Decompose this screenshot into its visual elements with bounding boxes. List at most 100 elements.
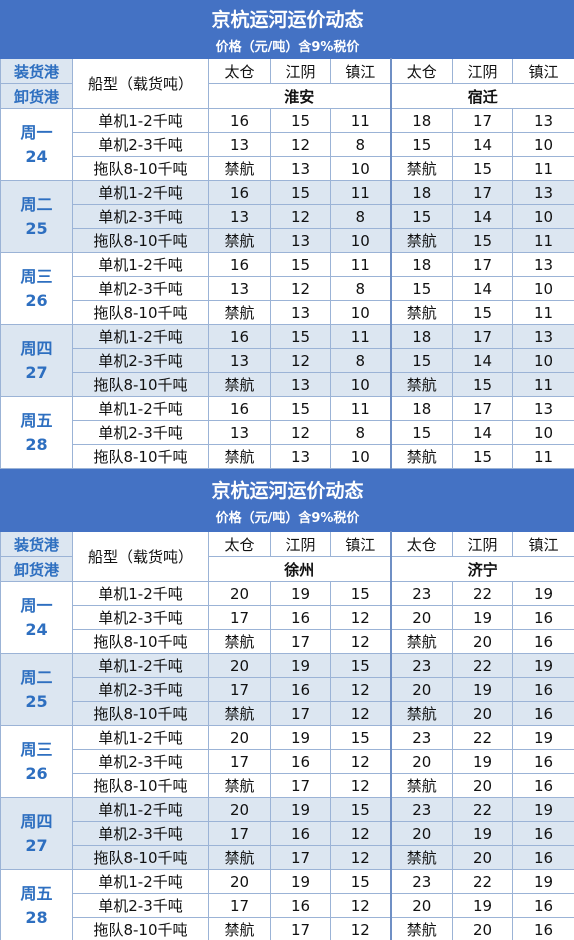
price: 12	[270, 132, 331, 157]
price: 18	[389, 252, 453, 277]
title-cell: 京杭运河运价动态 价格（元/吨）含9%税价	[0, 469, 574, 532]
data-row: 拖队8-10千吨 禁航 17 12 禁航 20 16	[1, 629, 574, 654]
price: 16	[208, 324, 271, 349]
data-row: 周四 27 单机1-2千吨 20 19 15 23 22 19	[0, 797, 574, 870]
day-name: 周一	[20, 122, 53, 142]
ship-type-label: 船型（载货吨）	[72, 58, 209, 109]
day-date: 27	[25, 835, 48, 855]
price: 17	[270, 917, 331, 940]
price: 19	[511, 653, 574, 678]
day-date: 27	[25, 362, 48, 382]
price: 12	[330, 773, 391, 798]
price: 16	[511, 605, 574, 630]
price: 19	[270, 725, 331, 750]
day-date: 25	[25, 218, 48, 238]
price: 12	[270, 348, 331, 373]
day-cell: 周五 28	[0, 869, 73, 940]
price: 禁航	[389, 444, 453, 469]
price: 禁航	[389, 300, 453, 325]
price: 12	[330, 677, 391, 702]
data-row: 单机2-3千吨 17 16 12 20 19 16	[1, 893, 574, 918]
data-row: 周三 26 单机1-2千吨 20 19 15 23 22 19	[0, 725, 574, 798]
header-row: 装货港 船型（载货吨） 太仓 江阴 镇江 太仓 江阴 镇江	[0, 58, 574, 109]
day-cell: 周五 28	[0, 396, 73, 469]
price: 禁航	[208, 228, 271, 253]
day-name: 周三	[20, 739, 53, 759]
price: 17	[208, 821, 271, 846]
price: 禁航	[389, 156, 453, 181]
ship-type: 拖队8-10千吨	[72, 701, 209, 726]
ship-type: 单机2-3千吨	[72, 204, 209, 229]
price: 8	[330, 276, 391, 301]
price: 禁航	[389, 773, 453, 798]
ship-type: 拖队8-10千吨	[72, 300, 209, 325]
price: 20	[389, 749, 453, 774]
price: 14	[452, 132, 513, 157]
data-row: 周四 27 单机1-2千吨 16 15 11 18 17 13	[0, 324, 574, 397]
ship-type: 单机2-3千吨	[72, 348, 209, 373]
price: 20	[389, 893, 453, 918]
price: 10	[330, 156, 391, 181]
price: 20	[208, 653, 271, 678]
data-row: 单机2-3千吨 13 12 8 15 14 10	[1, 132, 574, 157]
price: 20	[452, 773, 513, 798]
day-date: 26	[25, 763, 48, 783]
data-row: 单机2-3千吨 13 12 8 15 14 10	[1, 420, 574, 445]
price: 17	[452, 324, 513, 349]
price: 11	[330, 180, 391, 205]
price: 禁航	[208, 300, 271, 325]
ship-type: 拖队8-10千吨	[72, 372, 209, 397]
price: 14	[452, 420, 513, 445]
price-table: 京杭运河运价动态 价格（元/吨）含9%税价 装货港 船型（载货吨） 太仓 江阴 镇江 太仓 江阴…	[0, 469, 574, 940]
ship-type: 单机1-2千吨	[72, 797, 209, 822]
load-port: 太仓	[389, 58, 453, 84]
price: 11	[330, 324, 391, 349]
price: 禁航	[389, 701, 453, 726]
price: 15	[389, 420, 453, 445]
ship-type: 单机1-2千吨	[72, 108, 209, 133]
price: 16	[208, 252, 271, 277]
price: 17	[270, 845, 331, 870]
load-port: 镇江	[330, 531, 391, 557]
price: 20	[452, 917, 513, 940]
price: 20	[208, 725, 271, 750]
price: 禁航	[389, 372, 453, 397]
data-row: 周一 24 单机1-2千吨 20 19 15 23 22 19	[0, 581, 574, 654]
day-cell: 周二 25	[0, 180, 73, 253]
price: 16	[511, 701, 574, 726]
ship-type: 单机2-3千吨	[72, 821, 209, 846]
ship-type: 单机1-2千吨	[72, 869, 209, 894]
price: 15	[330, 725, 391, 750]
price: 11	[330, 396, 391, 421]
data-row: 拖队8-10千吨 禁航 17 12 禁航 20 16	[1, 773, 574, 798]
load-port: 太仓	[389, 531, 453, 557]
load-label: 装货港	[0, 531, 73, 557]
day-name: 周四	[20, 338, 53, 358]
price: 18	[389, 324, 453, 349]
ship-type: 单机1-2千吨	[72, 252, 209, 277]
price: 15	[452, 444, 513, 469]
price: 禁航	[389, 845, 453, 870]
price: 禁航	[389, 629, 453, 654]
price: 19	[452, 821, 513, 846]
price: 15	[452, 228, 513, 253]
price: 14	[452, 348, 513, 373]
price: 20	[208, 797, 271, 822]
price: 15	[330, 581, 391, 606]
price: 19	[270, 581, 331, 606]
price: 17	[208, 605, 271, 630]
data-row: 周二 25 单机1-2千吨 20 19 15 23 22 19	[0, 653, 574, 726]
unload-port: 宿迁	[389, 83, 574, 109]
ship-type: 单机2-3千吨	[72, 420, 209, 445]
price: 16	[208, 108, 271, 133]
price: 13	[208, 276, 271, 301]
price: 19	[452, 749, 513, 774]
day-date: 25	[25, 691, 48, 711]
load-port: 太仓	[208, 531, 271, 557]
subtitle: 价格（元/吨）含9%税价	[215, 510, 360, 526]
day-name: 周三	[20, 266, 53, 286]
price: 15	[270, 108, 331, 133]
load-port: 太仓	[208, 58, 271, 84]
price: 12	[330, 845, 391, 870]
